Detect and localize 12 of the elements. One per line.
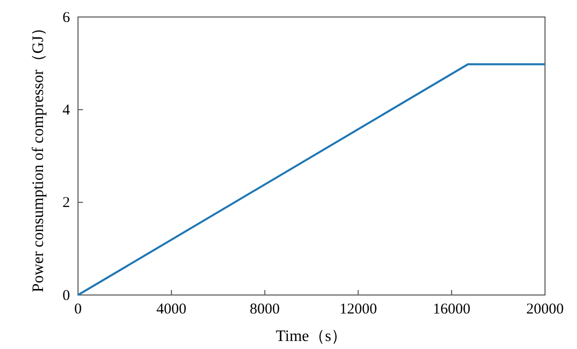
y-tick-label: 6 — [62, 10, 70, 26]
y-tick-label: 4 — [62, 102, 70, 118]
x-tick-label: 12000 — [339, 302, 377, 318]
x-tick-label: 0 — [74, 302, 82, 318]
x-tick-label: 4000 — [156, 302, 186, 318]
x-tick-label: 20000 — [526, 302, 564, 318]
x-tick-label: 16000 — [432, 302, 470, 318]
x-axis-title: Time（s） — [276, 328, 348, 345]
x-tick-label: 8000 — [250, 302, 280, 318]
y-tick-label: 2 — [62, 195, 70, 212]
y-tick-label: 0 — [62, 288, 70, 304]
y-axis-title: Power consumption of compressor（GJ） — [30, 20, 47, 292]
